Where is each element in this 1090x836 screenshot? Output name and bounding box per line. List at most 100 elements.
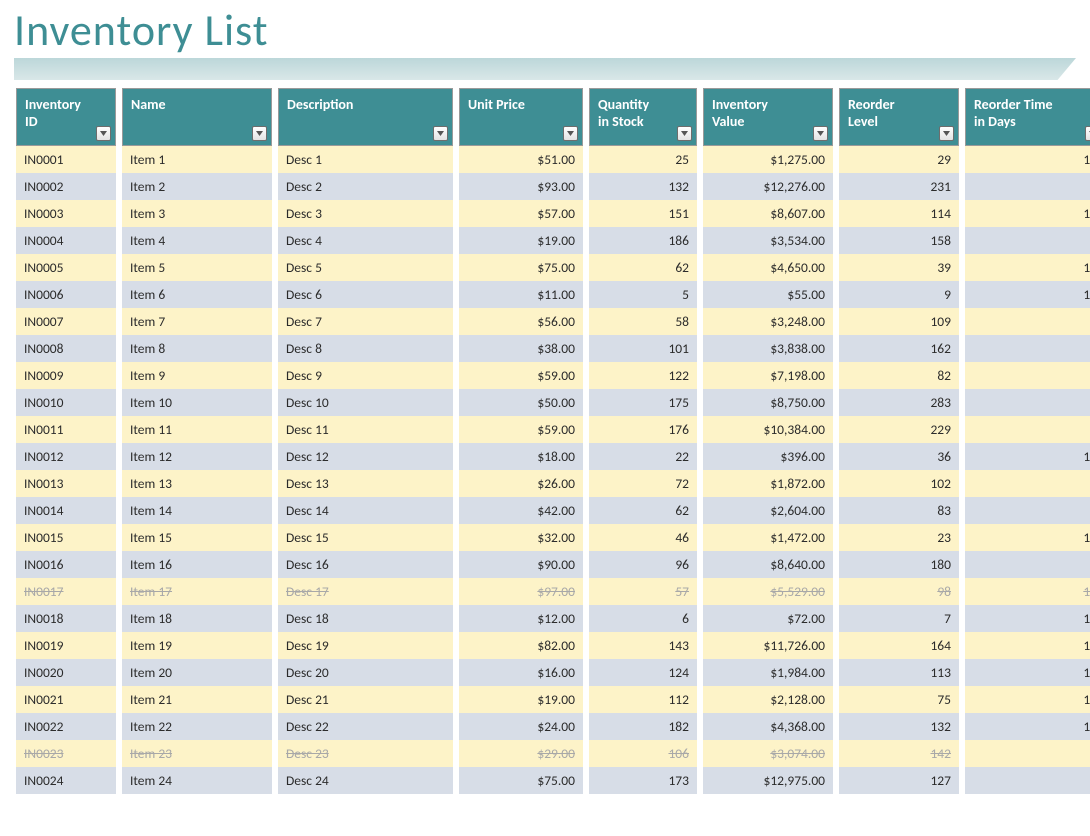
cell-text: Desc 23 — [286, 745, 329, 762]
cell-text: $12,276.00 — [763, 178, 825, 195]
cell-text: Desc 3 — [286, 205, 322, 222]
filter-dropdown-icon[interactable] — [813, 126, 828, 141]
cell-text: 231 — [930, 178, 951, 195]
table-row[interactable]: IN0011Item 11Desc 11$59.00176$10,384.002… — [16, 416, 1090, 443]
cell-value: $3,074.00 — [703, 740, 833, 767]
cell-reorder: 75 — [839, 686, 959, 713]
cell-text: $29.00 — [537, 745, 575, 762]
filter-dropdown-icon[interactable] — [252, 126, 267, 141]
column-header[interactable]: Inventory Value — [703, 88, 833, 146]
cell-qty: 96 — [589, 551, 697, 578]
column-header[interactable]: Reorder Time in Days — [965, 88, 1090, 146]
cell-text: $4,650.00 — [770, 259, 825, 276]
table-row[interactable]: IN0022Item 22Desc 22$24.00182$4,368.0013… — [16, 713, 1090, 740]
column-header[interactable]: Name — [122, 88, 272, 146]
cell-value: $12,276.00 — [703, 173, 833, 200]
table-row[interactable]: IN0002Item 2Desc 2$93.00132$12,276.00231… — [16, 173, 1090, 200]
cell-qty: 72 — [589, 470, 697, 497]
cell-text: 82 — [937, 367, 951, 384]
cell-name: Item 6 — [122, 281, 272, 308]
cell-text: 46 — [675, 529, 689, 546]
column-header[interactable]: Description — [278, 88, 453, 146]
cell-text: IN0006 — [24, 286, 64, 303]
filter-dropdown-icon[interactable] — [433, 126, 448, 141]
cell-text: IN0001 — [24, 151, 64, 168]
table-row[interactable]: IN0024Item 24Desc 24$75.00173$12,975.001… — [16, 767, 1090, 794]
column-header[interactable]: Inventory ID — [16, 88, 116, 146]
cell-price: $75.00 — [459, 767, 583, 794]
table-row[interactable]: IN0012Item 12Desc 12$18.0022$396.003612 — [16, 443, 1090, 470]
cell-desc: Desc 22 — [278, 713, 453, 740]
cell-value: $1,984.00 — [703, 659, 833, 686]
cell-name: Item 9 — [122, 362, 272, 389]
cell-days: 13 — [965, 281, 1090, 308]
filter-dropdown-icon[interactable] — [96, 126, 111, 141]
cell-value: $3,534.00 — [703, 227, 833, 254]
cell-id: IN0009 — [16, 362, 116, 389]
cell-desc: Desc 5 — [278, 254, 453, 281]
cell-text: Item 3 — [130, 205, 165, 222]
cell-reorder: 7 — [839, 605, 959, 632]
cell-value: $7,198.00 — [703, 362, 833, 389]
cell-name: Item 19 — [122, 632, 272, 659]
table-row[interactable]: IN0010Item 10Desc 10$50.00175$8,750.0028… — [16, 389, 1090, 416]
cell-value: $8,750.00 — [703, 389, 833, 416]
table-row[interactable]: IN0006Item 6Desc 6$11.005$55.00913 — [16, 281, 1090, 308]
column-header[interactable]: Unit Price — [459, 88, 583, 146]
table-row[interactable]: IN0009Item 9Desc 9$59.00122$7,198.00823 — [16, 362, 1090, 389]
filter-dropdown-icon[interactable] — [563, 126, 578, 141]
cell-days: 12 — [965, 443, 1090, 470]
page-title: Inventory List — [14, 6, 1076, 54]
table-row[interactable]: IN0021Item 21Desc 21$19.00112$2,128.0075… — [16, 686, 1090, 713]
cell-price: $18.00 — [459, 443, 583, 470]
cell-qty: 58 — [589, 308, 697, 335]
table-row[interactable]: IN0018Item 18Desc 18$12.006$72.00713 — [16, 605, 1090, 632]
table-row[interactable]: IN0007Item 7Desc 7$56.0058$3,248.001097 — [16, 308, 1090, 335]
cell-qty: 6 — [589, 605, 697, 632]
column-header-label: Unit Price — [468, 97, 574, 114]
cell-value: $396.00 — [703, 443, 833, 470]
cell-text: Desc 14 — [286, 502, 329, 519]
column-header[interactable]: Quantity in Stock — [589, 88, 697, 146]
filter-dropdown-icon[interactable] — [1085, 126, 1090, 141]
cell-reorder: 142 — [839, 740, 959, 767]
cell-text: 142 — [930, 745, 951, 762]
cell-days: 4 — [965, 173, 1090, 200]
table-row[interactable]: IN0001Item 1Desc 1$51.0025$1,275.002913 — [16, 146, 1090, 173]
cell-desc: Desc 12 — [278, 443, 453, 470]
table-row[interactable]: IN0003Item 3Desc 3$57.00151$8,607.001141… — [16, 200, 1090, 227]
table-row[interactable]: IN0015Item 15Desc 15$32.0046$1,472.00231… — [16, 524, 1090, 551]
cell-qty: 101 — [589, 335, 697, 362]
cell-days: 7 — [965, 308, 1090, 335]
cell-text: $8,640.00 — [770, 556, 825, 573]
table-row[interactable]: IN0014Item 14Desc 14$42.0062$2,604.00832 — [16, 497, 1090, 524]
column-header-label: Inventory ID — [25, 97, 107, 131]
cell-price: $19.00 — [459, 227, 583, 254]
table-row[interactable]: IN0005Item 5Desc 5$75.0062$4,650.003912 — [16, 254, 1090, 281]
column-header[interactable]: Reorder Level — [839, 88, 959, 146]
table-row[interactable]: IN0013Item 13Desc 13$26.0072$1,872.00102… — [16, 470, 1090, 497]
table-row[interactable]: IN0008Item 8Desc 8$38.00101$3,838.001623 — [16, 335, 1090, 362]
filter-dropdown-icon[interactable] — [677, 126, 692, 141]
cell-text: $12.00 — [537, 610, 575, 627]
cell-value: $3,248.00 — [703, 308, 833, 335]
cell-id: IN0023 — [16, 740, 116, 767]
cell-name: Item 17 — [122, 578, 272, 605]
table-row[interactable]: IN0004Item 4Desc 4$19.00186$3,534.001586 — [16, 227, 1090, 254]
cell-days: 11 — [965, 686, 1090, 713]
table-row[interactable]: IN0020Item 20Desc 20$16.00124$1,984.0011… — [16, 659, 1090, 686]
cell-reorder: 127 — [839, 767, 959, 794]
cell-text: Desc 21 — [286, 691, 329, 708]
cell-days: 13 — [965, 605, 1090, 632]
cell-days: 1 — [965, 740, 1090, 767]
cell-value: $5,529.00 — [703, 578, 833, 605]
cell-text: Desc 18 — [286, 610, 329, 627]
cell-reorder: 162 — [839, 335, 959, 362]
filter-dropdown-icon[interactable] — [939, 126, 954, 141]
table-row[interactable]: IN0019Item 19Desc 19$82.00143$11,726.001… — [16, 632, 1090, 659]
table-row[interactable]: IN0023Item 23Desc 23$29.00106$3,074.0014… — [16, 740, 1090, 767]
table-row[interactable]: IN0017Item 17Desc 17$97.0057$5,529.00981… — [16, 578, 1090, 605]
table-row[interactable]: IN0016Item 16Desc 16$90.0096$8,640.00180… — [16, 551, 1090, 578]
column-header-label: Inventory Value — [712, 97, 824, 131]
cell-name: Item 4 — [122, 227, 272, 254]
